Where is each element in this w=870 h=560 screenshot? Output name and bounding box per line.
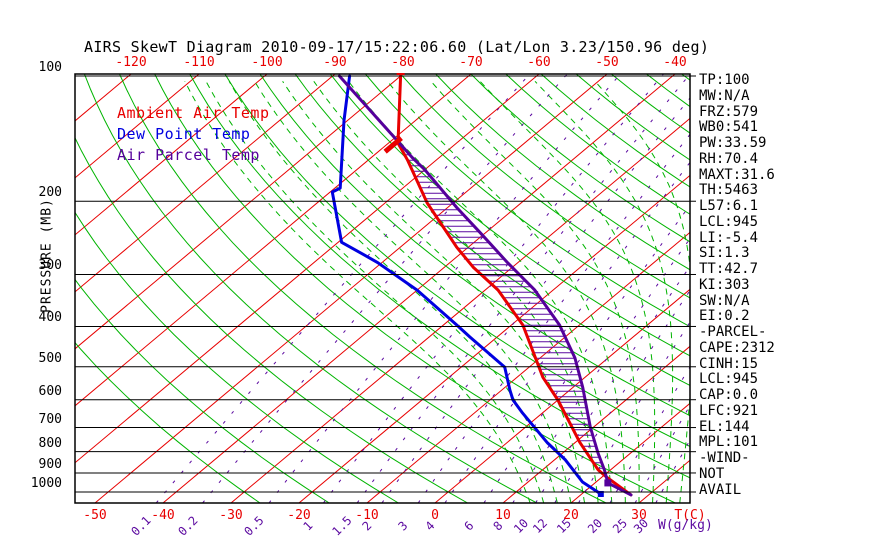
- pressure-axis-title: PRESSURE (MB): [39, 198, 55, 313]
- bottom-temp-tick-label: -10: [355, 508, 379, 523]
- sounding-index-item: CAPE:2312: [699, 339, 775, 356]
- legend-ambient-label: Ambient Air Temp: [117, 104, 270, 122]
- sounding-index-item: -PARCEL-: [699, 324, 767, 340]
- top-temp-tick-label: -100: [251, 55, 283, 70]
- sounding-index-item: CINH:15: [699, 355, 759, 372]
- pressure-tick-label: 300: [38, 258, 62, 274]
- pressure-tick-label: 400: [38, 310, 62, 326]
- temp-axis-unit-label: T(C): [674, 508, 706, 523]
- legend-parcel-label: Air Parcel Temp: [117, 146, 260, 164]
- bottom-temp-tick-label: -30: [219, 508, 243, 523]
- pressure-tick-label: 800: [38, 435, 62, 451]
- pressure-tick-label: 100: [38, 60, 62, 75]
- sounding-index-item: MAXT:31.6: [699, 166, 775, 183]
- mixing-ratio-unit-label: W(g/kg): [658, 518, 713, 533]
- sounding-index-item: SI:1.3: [699, 245, 750, 262]
- sounding-index-item: MW:N/A: [699, 87, 750, 104]
- sounding-index-item: PW:33.59: [699, 135, 767, 151]
- sounding-index-item: CAP:0.0: [699, 387, 759, 403]
- sounding-index-item: FRZ:579: [699, 103, 759, 120]
- pressure-tick-label: 500: [38, 350, 62, 366]
- sounding-index-item: L57:6.1: [699, 198, 759, 214]
- bottom-temp-tick-label: 30: [631, 508, 647, 523]
- sounding-index-item: SW:N/A: [699, 292, 750, 309]
- legend-dewpoint-label: Dew Point Temp: [117, 125, 251, 143]
- pressure-tick-label: 1000: [30, 476, 62, 491]
- bottom-temp-tick-label: 20: [563, 508, 579, 523]
- sounding-index-item: KI:303: [699, 276, 750, 293]
- top-temp-tick-label: -80: [391, 55, 415, 70]
- sounding-index-item: TT:42.7: [699, 261, 759, 277]
- top-temp-tick-label: -50: [595, 55, 619, 70]
- sounding-index-item: LCL:945: [699, 371, 759, 388]
- top-temp-tick-label: -40: [663, 55, 687, 70]
- bottom-temp-tick-label: -50: [83, 508, 107, 523]
- pressure-tick-label: 600: [38, 383, 62, 399]
- top-temp-tick-label: -60: [527, 55, 551, 70]
- sounding-index-item: NOT: [699, 465, 725, 482]
- sounding-index-item: RH:70.4: [699, 150, 759, 167]
- sounding-index-item: LFC:921: [699, 402, 759, 419]
- sounding-index-item: TP:100: [699, 72, 750, 88]
- bottom-temp-tick-label: -20: [287, 508, 311, 523]
- pressure-tick-label: 900: [38, 456, 62, 472]
- pressure-tick-label: 700: [38, 411, 62, 427]
- top-temp-tick-label: -90: [323, 55, 347, 70]
- top-temp-tick-label: -70: [459, 55, 483, 70]
- sounding-index-item: LCL:945: [699, 213, 759, 230]
- sounding-index-item: MPL:101: [699, 434, 759, 451]
- sounding-index-item: WB0:541: [699, 119, 759, 136]
- sounding-index-item: -WIND-: [699, 450, 750, 466]
- bottom-temp-tick-label: 0: [431, 508, 439, 523]
- chart-title: AIRS SkewT Diagram 2010-09-17/15:22:06.6…: [84, 38, 710, 56]
- sounding-index-item: EL:144: [699, 418, 750, 435]
- sounding-index-item: EI:0.2: [699, 308, 750, 325]
- top-temp-tick-label: -120: [115, 55, 147, 70]
- sounding-index-item: LI:-5.4: [699, 229, 759, 246]
- pressure-tick-label: 200: [38, 185, 62, 201]
- bottom-temp-tick-label: -40: [151, 508, 175, 523]
- bottom-temp-tick-label: 10: [495, 508, 511, 523]
- sounding-index-item: AVAIL: [699, 481, 742, 498]
- top-temp-tick-label: -110: [183, 55, 215, 70]
- sounding-index-item: TH:5463: [699, 182, 759, 199]
